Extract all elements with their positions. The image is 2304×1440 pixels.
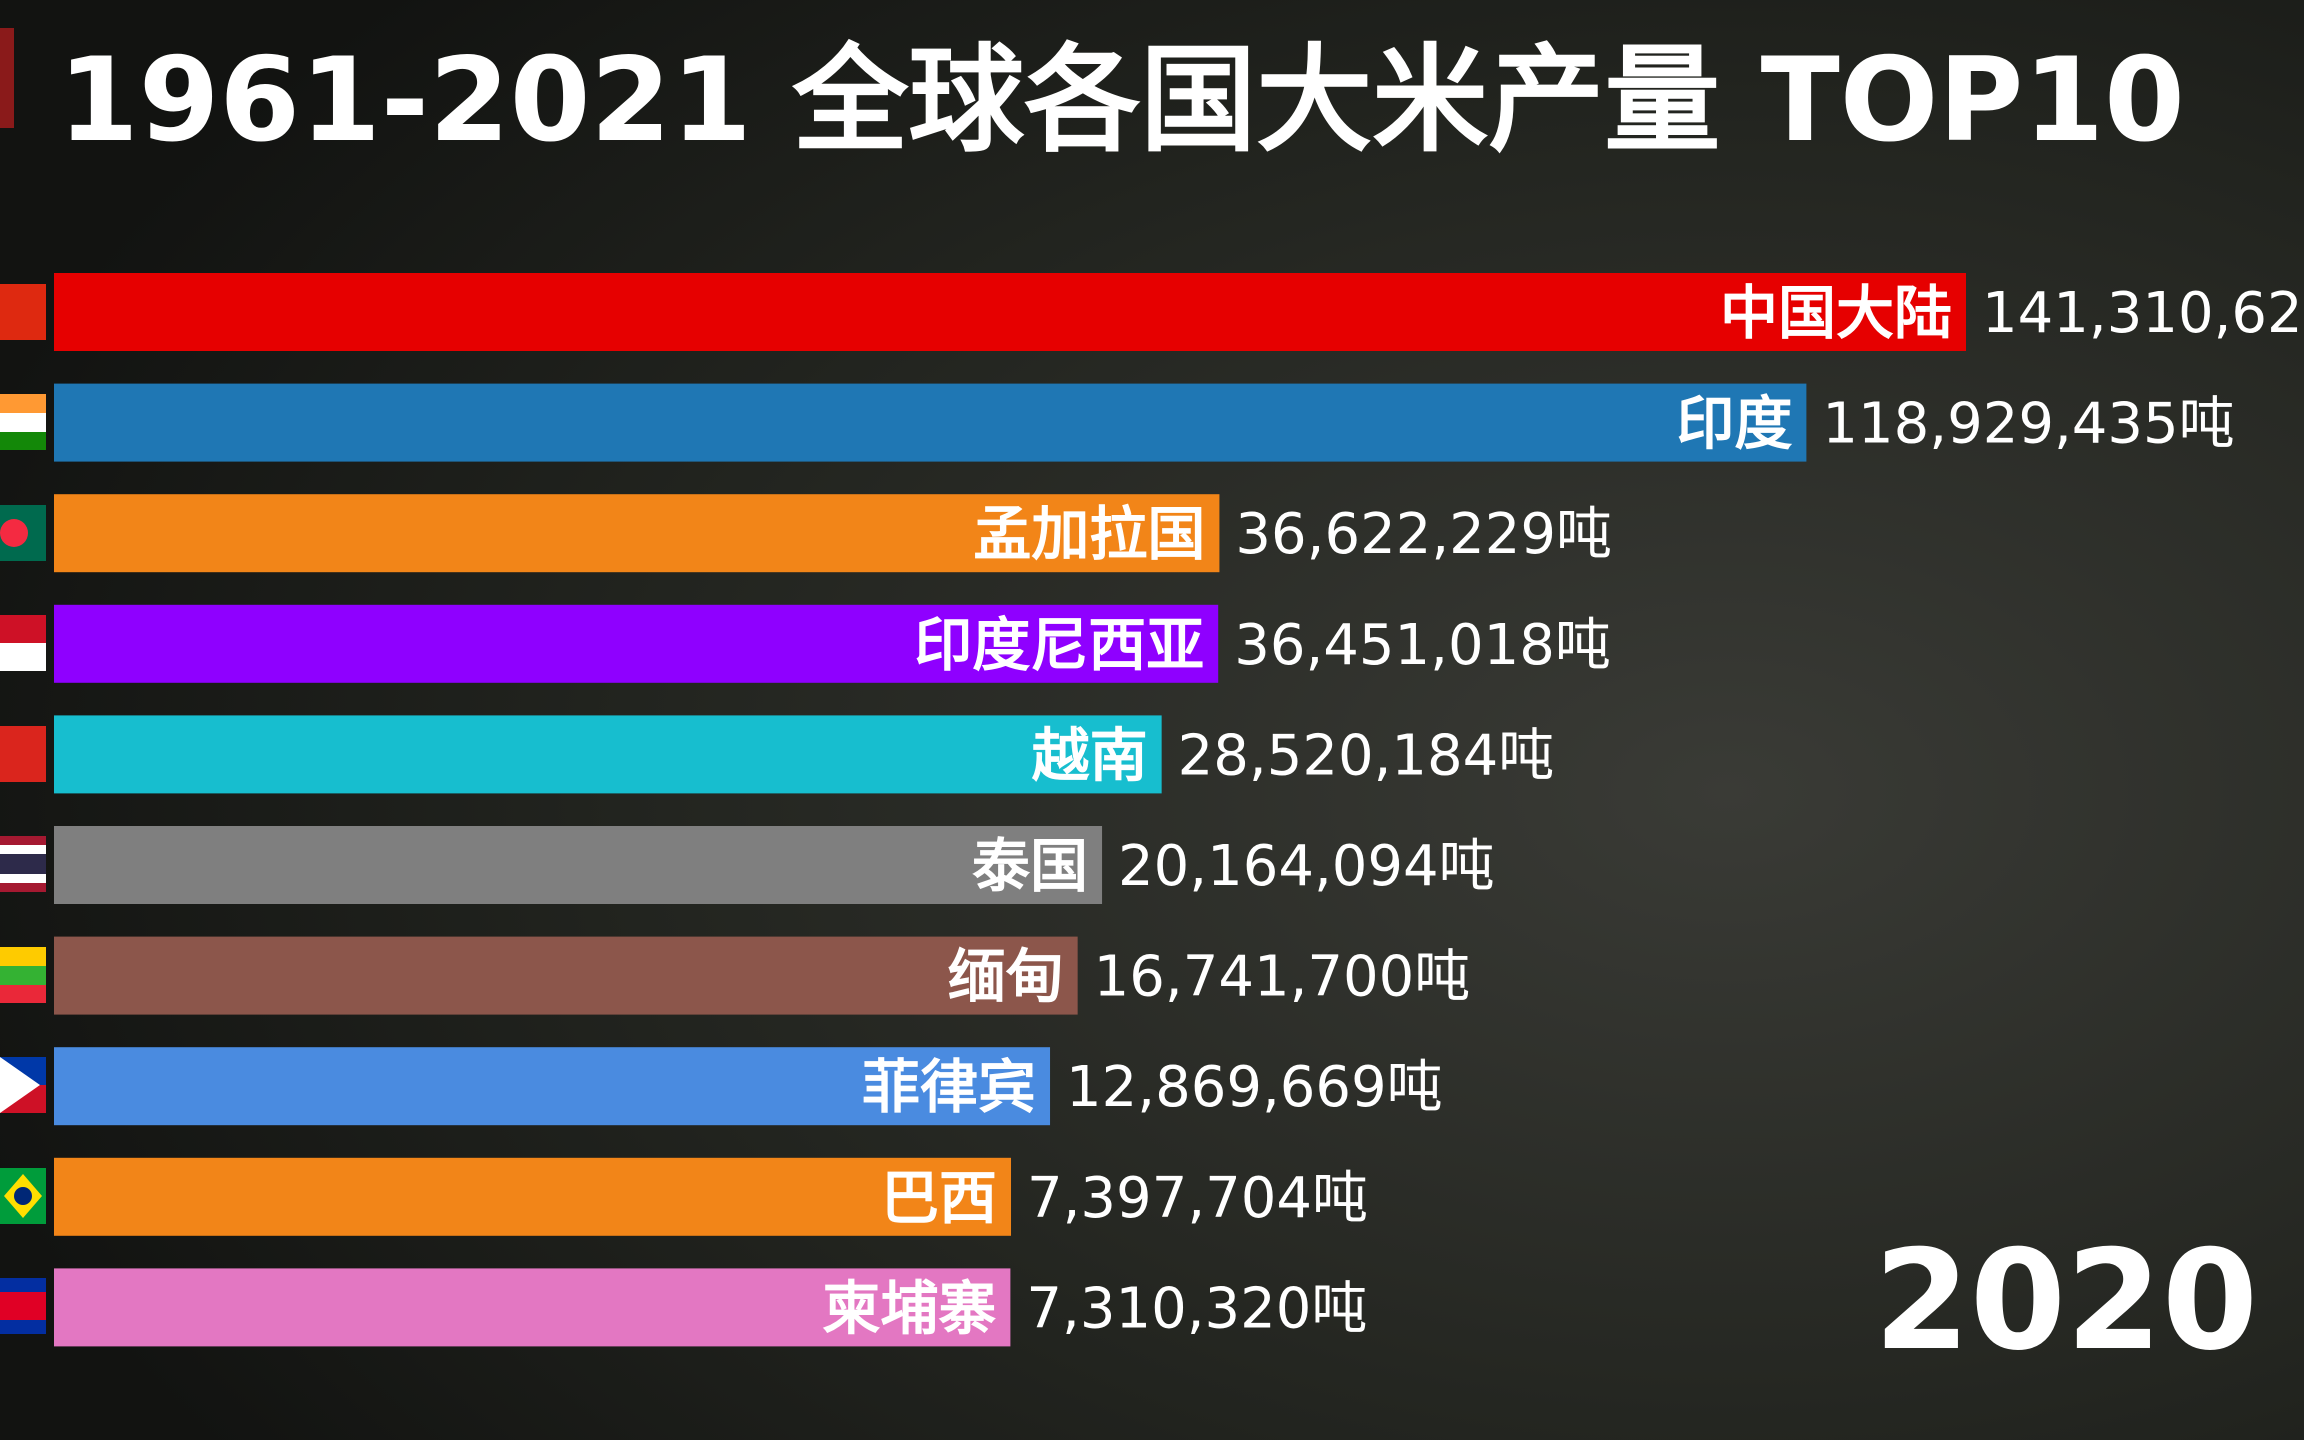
flag bbox=[0, 836, 46, 892]
flag bbox=[0, 1057, 46, 1113]
flag bbox=[0, 615, 46, 671]
value-label: 7,310,320吨 bbox=[1026, 1276, 1367, 1341]
flag bbox=[0, 284, 46, 340]
bar-label: 菲律宾 bbox=[862, 1053, 1036, 1121]
value-label: 36,622,229吨 bbox=[1235, 502, 1612, 567]
value-label: 7,397,704吨 bbox=[1027, 1166, 1368, 1231]
value-label: 36,451,018吨 bbox=[1234, 613, 1611, 678]
seal bbox=[0, 28, 14, 128]
value-label: 20,164,094吨 bbox=[1118, 834, 1495, 899]
bar bbox=[54, 1157, 1012, 1236]
flag bbox=[0, 505, 46, 561]
value-label: 141,310,620吨 bbox=[1982, 281, 2304, 346]
flag bbox=[0, 726, 46, 782]
bar-label: 缅甸 bbox=[948, 943, 1064, 1011]
bar-label: 越南 bbox=[1032, 721, 1148, 789]
bar bbox=[54, 1047, 1051, 1126]
period-label: 2020 bbox=[1874, 1220, 2258, 1381]
bar-label: 印度尼西亚 bbox=[914, 611, 1204, 679]
bar-label: 泰国 bbox=[972, 832, 1088, 900]
bar-label: 柬埔寨 bbox=[822, 1274, 996, 1342]
bar bbox=[54, 494, 1220, 573]
bar bbox=[54, 383, 1807, 462]
bar-label: 印度 bbox=[1676, 390, 1792, 458]
flag bbox=[0, 1278, 46, 1334]
flag bbox=[0, 947, 46, 1003]
flag bbox=[0, 394, 46, 450]
bar bbox=[54, 826, 1103, 904]
bar-label: 孟加拉国 bbox=[973, 500, 1205, 568]
bar-label: 巴西 bbox=[881, 1164, 997, 1232]
chart-title: 1961-2021 全球各国大米产量 TOP10 bbox=[58, 33, 2185, 168]
value-label: 16,741,700吨 bbox=[1094, 945, 1471, 1010]
bar-label: 中国大陆 bbox=[1720, 279, 1952, 347]
bar bbox=[54, 604, 1219, 683]
flags bbox=[0, 284, 46, 1334]
value-label: 12,869,669吨 bbox=[1066, 1055, 1443, 1120]
bar bbox=[54, 715, 1162, 794]
bar bbox=[54, 936, 1078, 1015]
bar bbox=[54, 273, 1966, 351]
flag bbox=[0, 1168, 46, 1224]
value-label: 28,520,184吨 bbox=[1178, 723, 1555, 788]
value-label: 118,929,435吨 bbox=[1822, 392, 2234, 457]
bar bbox=[54, 1268, 1011, 1347]
